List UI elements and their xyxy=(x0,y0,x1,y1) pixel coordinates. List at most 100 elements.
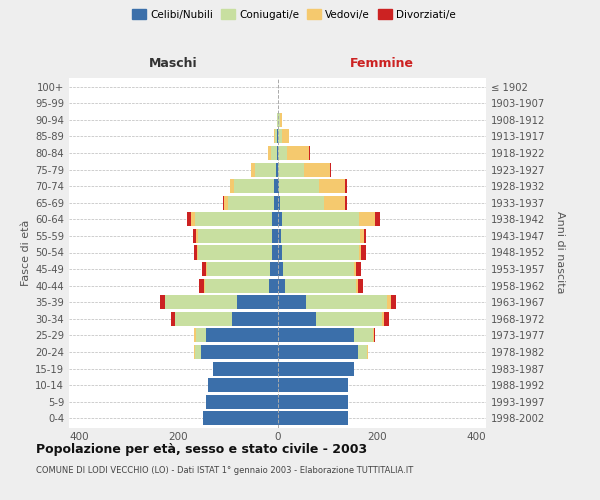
Bar xyxy=(373,328,374,342)
Bar xyxy=(160,295,165,310)
Bar xyxy=(355,328,373,342)
Text: Femmine: Femmine xyxy=(350,57,414,70)
Bar xyxy=(228,196,274,210)
Bar xyxy=(282,130,289,143)
Bar xyxy=(387,295,391,310)
Bar xyxy=(324,196,345,210)
Bar xyxy=(360,229,364,243)
Bar xyxy=(309,146,310,160)
Bar xyxy=(230,179,234,193)
Bar xyxy=(280,196,324,210)
Bar xyxy=(277,246,283,260)
Bar xyxy=(277,328,355,342)
Bar xyxy=(277,378,348,392)
Bar xyxy=(278,146,287,160)
Bar xyxy=(359,212,375,226)
Bar xyxy=(356,262,361,276)
Y-axis label: Anni di nascita: Anni di nascita xyxy=(555,211,565,294)
Bar xyxy=(277,295,306,310)
Bar xyxy=(364,229,367,243)
Bar xyxy=(330,162,331,176)
Bar xyxy=(277,262,283,276)
Bar xyxy=(272,246,277,260)
Bar xyxy=(200,345,277,359)
Bar xyxy=(213,362,277,376)
Bar xyxy=(274,179,277,193)
Text: Popolazione per età, sesso e stato civile - 2003: Popolazione per età, sesso e stato civil… xyxy=(36,442,367,456)
Bar xyxy=(269,278,277,292)
Bar xyxy=(374,328,375,342)
Bar xyxy=(277,162,278,176)
Bar xyxy=(206,328,277,342)
Bar xyxy=(277,312,316,326)
Bar xyxy=(277,278,286,292)
Bar xyxy=(268,146,271,160)
Bar xyxy=(193,229,196,243)
Bar xyxy=(384,312,389,326)
Bar xyxy=(275,130,277,143)
Bar xyxy=(277,229,281,243)
Bar xyxy=(304,162,330,176)
Bar xyxy=(358,278,363,292)
Bar xyxy=(206,262,270,276)
Bar xyxy=(194,246,197,260)
Bar xyxy=(277,179,280,193)
Bar xyxy=(382,312,384,326)
Bar xyxy=(232,312,277,326)
Text: Maschi: Maschi xyxy=(149,57,197,70)
Bar xyxy=(198,229,272,243)
Bar xyxy=(274,130,275,143)
Bar xyxy=(287,146,309,160)
Bar xyxy=(283,246,359,260)
Bar xyxy=(316,312,382,326)
Bar xyxy=(319,179,345,193)
Bar xyxy=(199,278,204,292)
Bar xyxy=(277,345,358,359)
Bar xyxy=(171,312,175,326)
Bar xyxy=(165,295,237,310)
Bar xyxy=(196,328,206,342)
Bar xyxy=(345,196,347,210)
Bar xyxy=(270,262,277,276)
Bar xyxy=(196,229,198,243)
Bar xyxy=(206,394,277,409)
Bar xyxy=(277,212,283,226)
Bar xyxy=(194,328,196,342)
Bar xyxy=(283,212,359,226)
Bar xyxy=(197,246,198,260)
Bar xyxy=(275,162,277,176)
Bar xyxy=(234,179,274,193)
Bar xyxy=(391,295,395,310)
Bar xyxy=(278,130,282,143)
Bar xyxy=(277,412,348,426)
Bar xyxy=(277,196,280,210)
Bar xyxy=(203,412,277,426)
Bar xyxy=(306,295,387,310)
Bar xyxy=(278,112,280,127)
Bar xyxy=(272,229,277,243)
Bar xyxy=(271,146,277,160)
Bar xyxy=(367,345,368,359)
Bar xyxy=(254,162,275,176)
Bar xyxy=(286,278,356,292)
Bar xyxy=(361,246,367,260)
Bar xyxy=(202,262,206,276)
Bar xyxy=(283,262,354,276)
Bar xyxy=(205,278,269,292)
Bar xyxy=(224,196,228,210)
Y-axis label: Fasce di età: Fasce di età xyxy=(21,220,31,286)
Bar xyxy=(175,312,232,326)
Text: COMUNE DI LODI VECCHIO (LO) - Dati ISTAT 1° gennaio 2003 - Elaborazione TUTTITAL: COMUNE DI LODI VECCHIO (LO) - Dati ISTAT… xyxy=(36,466,413,475)
Bar xyxy=(237,295,277,310)
Bar xyxy=(356,278,358,292)
Bar xyxy=(272,212,277,226)
Bar xyxy=(277,362,355,376)
Bar xyxy=(280,179,319,193)
Bar xyxy=(281,229,360,243)
Bar xyxy=(191,212,194,226)
Bar xyxy=(278,162,304,176)
Bar xyxy=(204,278,205,292)
Bar xyxy=(208,378,277,392)
Bar xyxy=(194,345,200,359)
Bar xyxy=(194,212,272,226)
